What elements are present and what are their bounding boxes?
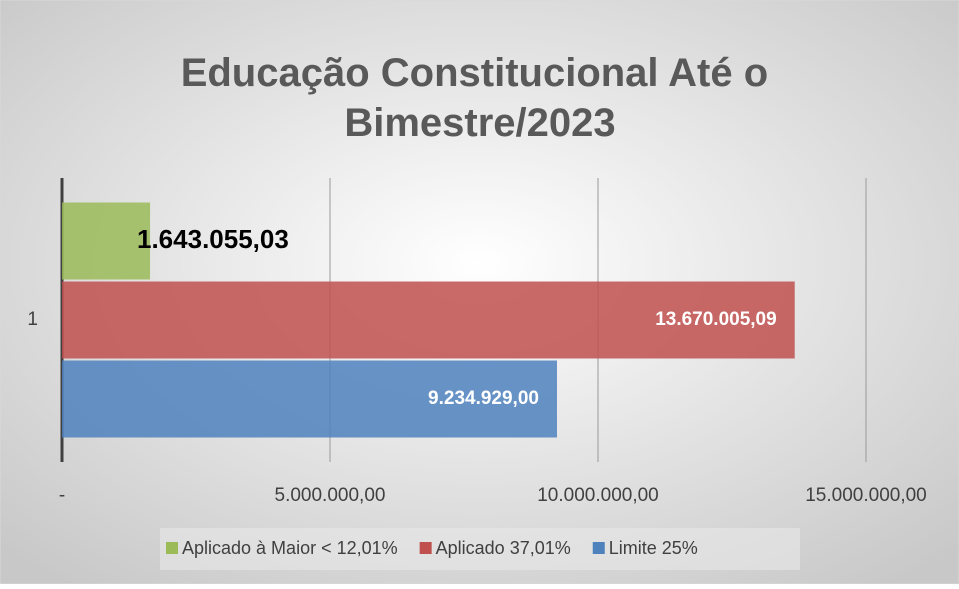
legend-swatch (166, 542, 178, 554)
title-line: Bimestre/2023 (344, 101, 615, 145)
chart-title: Educação Constitucional Até o Bimestre/2… (181, 51, 780, 145)
x-tick-label: 10.000.000,00 (537, 485, 659, 506)
legend-swatch (592, 542, 605, 554)
legend-label: Aplicado à Maior < 12,01% (182, 538, 398, 558)
legend: Aplicado à Maior < 12,01% Aplicado 37,01%… (160, 528, 800, 570)
data-label: 13.670.005,09 (655, 309, 777, 330)
legend-box (160, 528, 800, 570)
x-tick-label: - (59, 485, 65, 506)
legend-label: Limite 25% (609, 538, 698, 558)
legend-swatch (419, 542, 432, 554)
bar (62, 281, 795, 359)
y-tick-label: 1 (27, 309, 38, 330)
x-tick-label: 15.000.000,00 (805, 485, 927, 506)
bar (62, 360, 557, 438)
legend-label: Aplicado 37,01% (436, 538, 571, 558)
title-line: Educação Constitucional Até o (181, 51, 768, 95)
x-tick-label: 5.000.000,00 (275, 485, 386, 506)
data-label: 1.643.055,03 (137, 224, 289, 254)
bar (62, 202, 151, 280)
data-label: 9.234.929,00 (428, 388, 539, 409)
